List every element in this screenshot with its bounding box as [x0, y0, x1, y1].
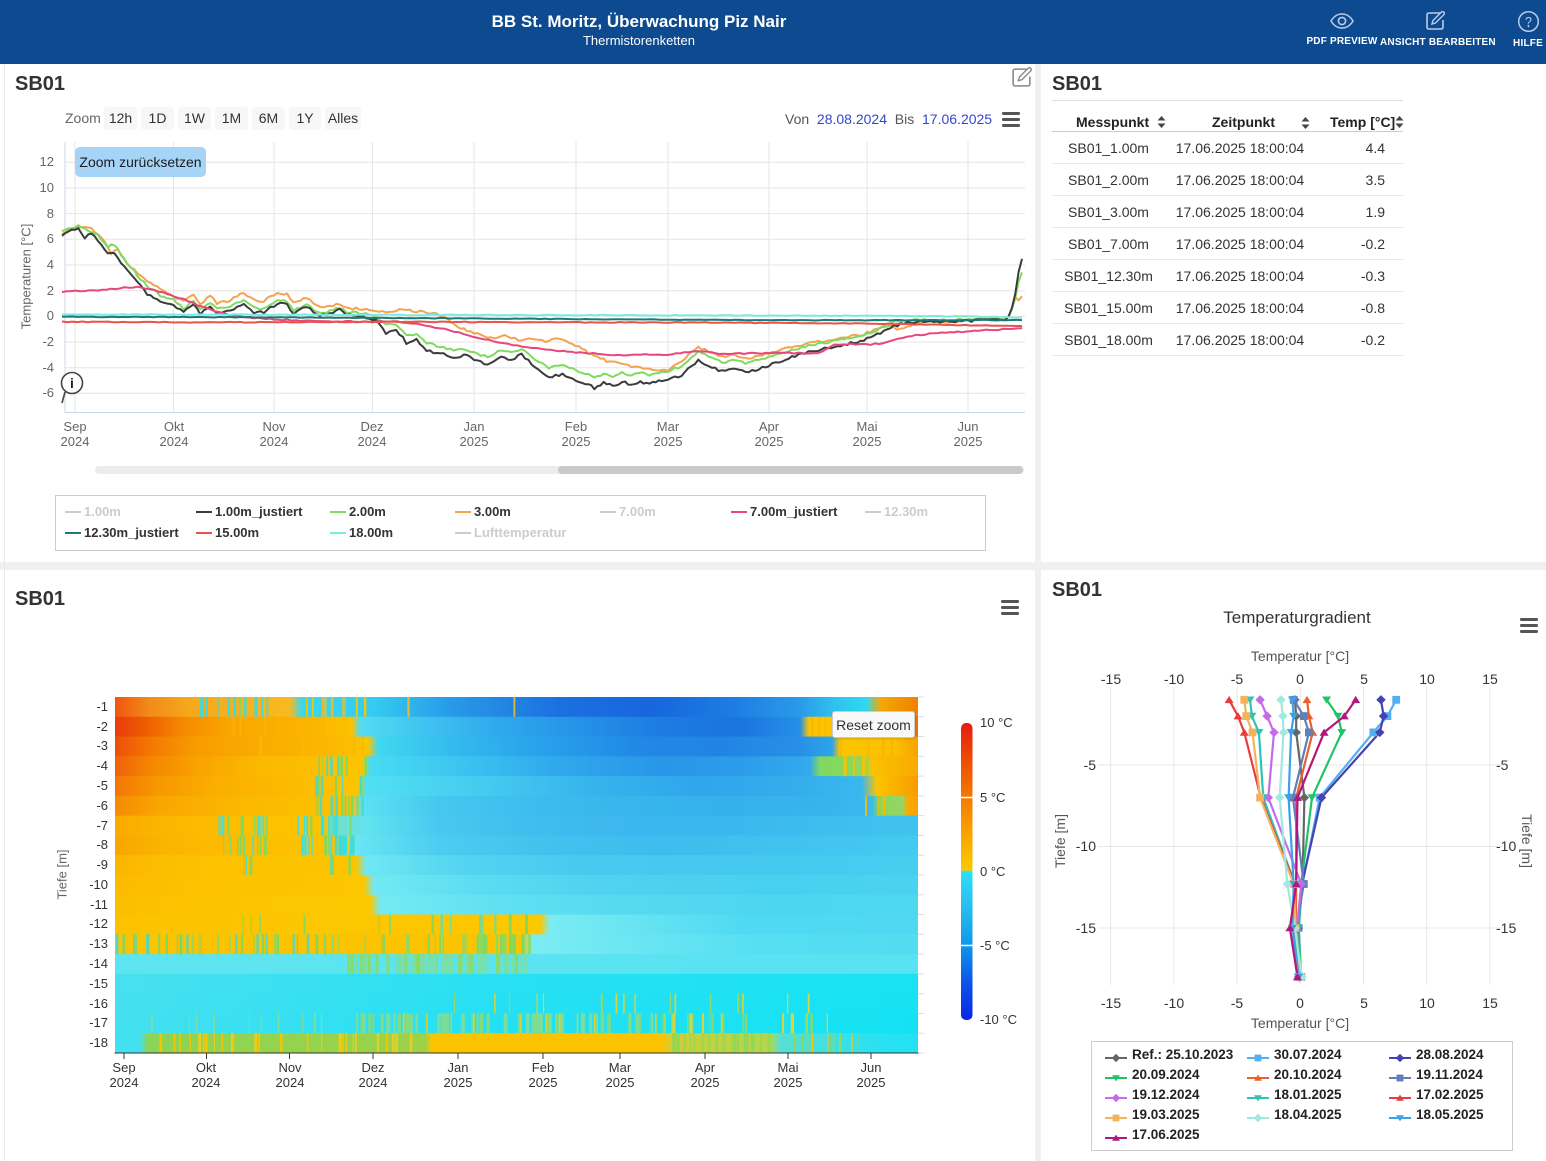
svg-text:?: ?	[1525, 15, 1532, 29]
svg-text:i: i	[70, 375, 74, 391]
